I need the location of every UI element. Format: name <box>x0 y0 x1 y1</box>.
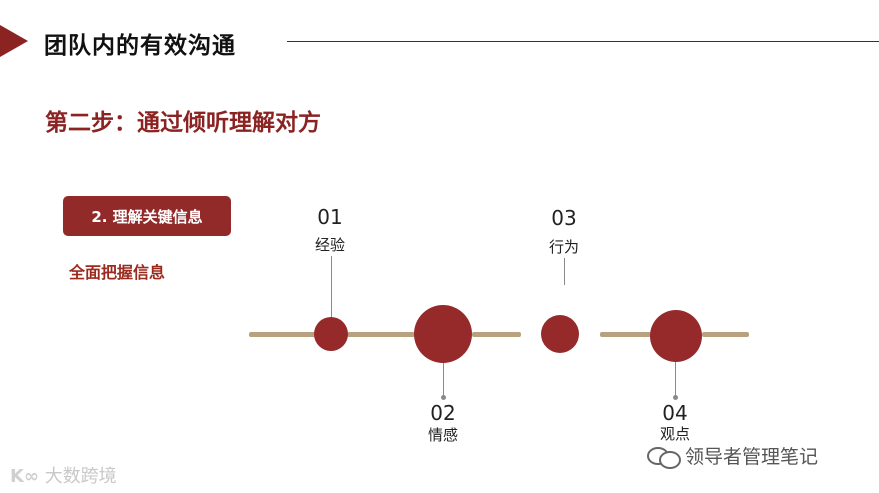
watermark-left: K∞ 大数跨境 <box>10 462 117 488</box>
key-info-tag: 2. 理解关键信息 <box>63 196 231 236</box>
timeline-item-04-connector-end <box>673 395 678 400</box>
timeline-item-01-dot <box>314 317 348 351</box>
timeline-item-02-connector <box>443 363 444 396</box>
timeline-item-04-label: 观点 <box>659 425 690 443</box>
timeline-segment <box>249 332 317 337</box>
watermark-right-text: 领导者管理笔记 <box>685 446 819 468</box>
timeline-segment <box>600 332 651 337</box>
subtitle-text: 全面把握信息 <box>69 263 166 282</box>
timeline-item-03-connector <box>564 258 565 285</box>
timeline-item-02-connector-end <box>441 395 446 400</box>
title-divider <box>287 41 879 42</box>
page-title: 团队内的有效沟通 <box>44 33 236 59</box>
timeline-segment <box>472 332 521 337</box>
corner-triangle-marker <box>0 25 28 57</box>
step-title: 第二步：通过倾听理解对方 <box>45 110 321 136</box>
timeline-item-01-number: 01 <box>317 205 343 229</box>
timeline-item-02-dot <box>414 305 472 363</box>
timeline-item-03-dot <box>541 315 579 353</box>
key-info-tag-label: 2. 理解关键信息 <box>91 207 203 226</box>
timeline-item-02-number: 02 <box>430 401 456 425</box>
wechat-icon <box>647 445 681 469</box>
timeline-item-03-label: 行为 <box>548 238 579 256</box>
timeline-item-02-label: 情感 <box>427 426 458 444</box>
watermark-left-text: 大数跨境 <box>44 466 117 487</box>
watermark-logo-icon: K∞ <box>10 466 39 487</box>
timeline-item-03-number: 03 <box>551 206 577 230</box>
timeline-segment <box>347 332 415 337</box>
watermark-right: 领导者管理笔记 <box>647 442 818 469</box>
timeline-segment <box>702 332 749 337</box>
timeline-item-04-connector <box>675 362 676 396</box>
timeline-item-04-dot <box>650 310 702 362</box>
timeline-item-01-connector <box>331 256 332 318</box>
timeline-item-01-label: 经验 <box>314 236 345 254</box>
timeline-item-04-number: 04 <box>662 401 688 425</box>
